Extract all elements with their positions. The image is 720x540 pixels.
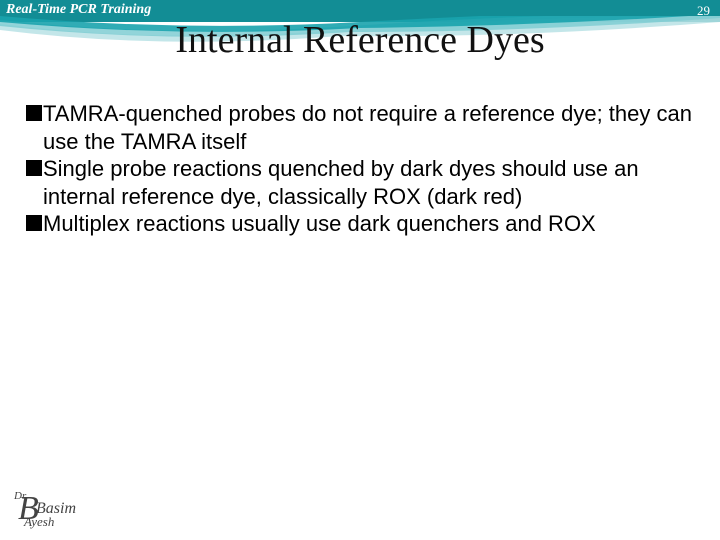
course-label: Real-Time PCR Training — [6, 2, 151, 18]
bullet-marker-icon — [26, 215, 42, 231]
logo-name: B Basim — [14, 502, 76, 516]
bullet-marker-icon — [26, 160, 42, 176]
bullet-marker-icon — [26, 105, 42, 121]
bullet-item: TAMRA-quenched probes do not require a r… — [26, 100, 694, 155]
bullet-item: Multiplex reactions usually use dark que… — [26, 210, 694, 238]
content-area: TAMRA-quenched probes do not require a r… — [26, 100, 694, 238]
bullet-text: Single probe reactions quenched by dark … — [43, 155, 694, 210]
author-logo: Dr. B Basim Ayesh — [14, 492, 76, 528]
page-number: 29 — [697, 3, 710, 19]
bullet-item: Single probe reactions quenched by dark … — [26, 155, 694, 210]
bullet-text: TAMRA-quenched probes do not require a r… — [43, 100, 694, 155]
logo-initial-icon: B — [18, 494, 39, 525]
slide-title: Internal Reference Dyes — [0, 18, 720, 62]
bullet-text: Multiplex reactions usually use dark que… — [43, 210, 694, 238]
